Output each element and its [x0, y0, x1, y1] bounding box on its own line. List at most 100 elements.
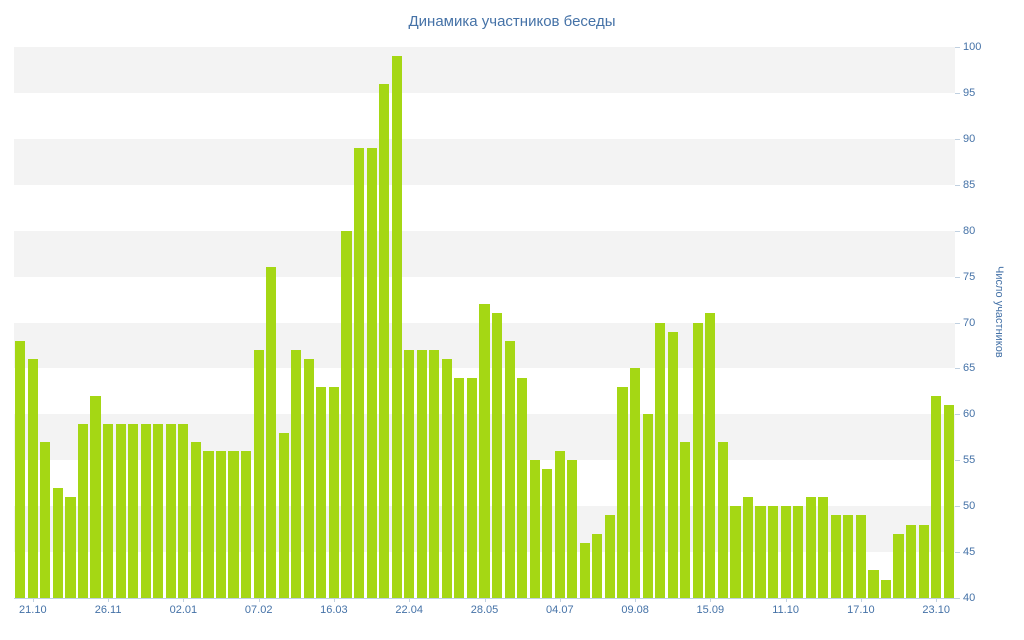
- y-axis-tick: [955, 184, 960, 186]
- bar[interactable]: [165, 423, 176, 598]
- bar[interactable]: [692, 322, 703, 598]
- bar[interactable]: [567, 460, 578, 598]
- bar[interactable]: [918, 524, 929, 598]
- plot-band: [14, 230, 955, 277]
- bar[interactable]: [642, 414, 653, 598]
- bar[interactable]: [203, 451, 214, 598]
- x-axis-label: 02.01: [169, 604, 198, 616]
- bar[interactable]: [266, 267, 277, 598]
- x-axis-label: 15.09: [696, 604, 725, 616]
- bar[interactable]: [554, 451, 565, 598]
- bar[interactable]: [466, 377, 478, 598]
- bar[interactable]: [830, 515, 841, 598]
- bar[interactable]: [379, 83, 390, 598]
- y-axis-label: 50: [963, 500, 976, 513]
- bar[interactable]: [755, 506, 766, 598]
- bar[interactable]: [504, 340, 515, 598]
- bar[interactable]: [943, 405, 954, 598]
- bar[interactable]: [27, 359, 38, 598]
- bar[interactable]: [592, 533, 603, 598]
- bar[interactable]: [742, 496, 754, 598]
- bar[interactable]: [604, 515, 616, 598]
- bar[interactable]: [391, 56, 402, 598]
- bar[interactable]: [15, 340, 26, 598]
- bar[interactable]: [328, 386, 339, 598]
- bar[interactable]: [429, 350, 440, 598]
- bar[interactable]: [805, 496, 816, 598]
- bar[interactable]: [303, 359, 314, 598]
- x-axis-label: 23.10: [922, 604, 950, 616]
- bar[interactable]: [128, 423, 139, 598]
- bar[interactable]: [366, 148, 377, 598]
- y-axis-label: 85: [963, 178, 976, 191]
- y-axis-label: 65: [963, 362, 976, 375]
- bar[interactable]: [52, 487, 63, 598]
- bar[interactable]: [768, 506, 779, 598]
- bar[interactable]: [90, 395, 101, 598]
- y-axis-tick: [955, 414, 960, 416]
- y-axis-tick: [955, 92, 960, 94]
- bar[interactable]: [931, 395, 942, 598]
- x-axis-tick: [32, 598, 34, 602]
- bar[interactable]: [579, 542, 590, 598]
- x-axis-tick: [936, 598, 938, 602]
- bar[interactable]: [228, 451, 239, 598]
- x-axis-tick: [710, 598, 712, 602]
- bar[interactable]: [843, 515, 854, 598]
- bar[interactable]: [441, 359, 452, 598]
- bar[interactable]: [103, 423, 114, 598]
- bar[interactable]: [868, 570, 879, 598]
- bar[interactable]: [253, 350, 264, 598]
- bar[interactable]: [793, 506, 804, 598]
- bar[interactable]: [818, 496, 829, 598]
- bar[interactable]: [880, 579, 892, 598]
- bar[interactable]: [404, 350, 415, 598]
- bar[interactable]: [680, 441, 691, 598]
- bar[interactable]: [617, 386, 628, 598]
- bar[interactable]: [153, 423, 164, 598]
- bar[interactable]: [40, 441, 51, 598]
- bar[interactable]: [529, 460, 540, 598]
- y-axis-label: 40: [963, 592, 976, 604]
- bar[interactable]: [730, 506, 741, 598]
- bar[interactable]: [353, 148, 365, 598]
- y-axis-tick: [955, 47, 960, 48]
- bar[interactable]: [416, 350, 427, 598]
- x-axis-tick: [333, 598, 335, 602]
- bar[interactable]: [629, 368, 641, 598]
- y-axis-label: 100: [963, 41, 982, 53]
- bar[interactable]: [517, 377, 528, 598]
- bar[interactable]: [190, 441, 201, 598]
- bar[interactable]: [906, 524, 917, 598]
- bar[interactable]: [291, 350, 302, 598]
- x-axis-label: 16.03: [320, 604, 348, 616]
- x-axis-tick: [108, 598, 110, 602]
- bar[interactable]: [717, 441, 728, 598]
- bar[interactable]: [491, 313, 503, 598]
- y-axis-label: 90: [963, 132, 976, 145]
- bar[interactable]: [140, 423, 151, 598]
- y-axis-tick: [955, 138, 960, 140]
- y-axis-tick: [955, 368, 960, 370]
- bar[interactable]: [893, 533, 904, 598]
- bar[interactable]: [705, 313, 716, 598]
- bar[interactable]: [454, 377, 465, 598]
- bar[interactable]: [780, 506, 791, 598]
- bar[interactable]: [667, 331, 678, 598]
- bar[interactable]: [316, 386, 327, 598]
- bar[interactable]: [855, 515, 866, 598]
- bar[interactable]: [341, 230, 352, 598]
- bar[interactable]: [65, 496, 76, 598]
- bar[interactable]: [655, 322, 666, 598]
- bar[interactable]: [178, 423, 189, 598]
- x-axis-tick: [559, 598, 561, 602]
- bar[interactable]: [115, 423, 126, 598]
- bar[interactable]: [479, 304, 490, 598]
- bar[interactable]: [241, 451, 252, 598]
- bar[interactable]: [542, 469, 553, 598]
- bar[interactable]: [215, 451, 227, 598]
- y-axis-label: 95: [963, 86, 976, 99]
- bar[interactable]: [77, 423, 89, 598]
- bar[interactable]: [278, 432, 289, 598]
- x-axis-label: 21.10: [19, 604, 47, 616]
